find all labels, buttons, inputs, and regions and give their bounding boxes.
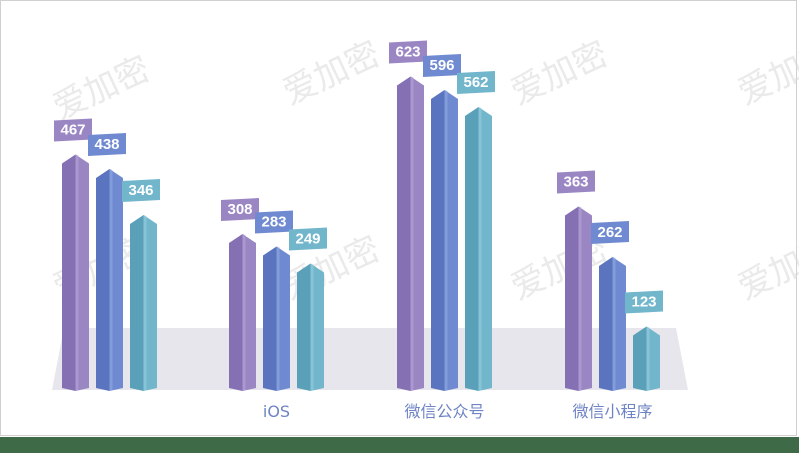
value-label-text: 308: [227, 201, 252, 218]
value-label-text: 562: [463, 74, 488, 91]
bar-highlight: [276, 246, 280, 391]
bar-highlight: [646, 326, 650, 391]
value-label-box: [289, 227, 327, 251]
bar-right-face: [578, 206, 592, 391]
category-label: iOS: [263, 402, 290, 421]
value-label-box: [221, 198, 259, 221]
category-labels-layer: iOS 微信公众号 微信小程序: [263, 402, 653, 421]
bar-right-face: [646, 326, 660, 391]
bar-right-face: [612, 257, 626, 391]
bar-right-face: [109, 169, 123, 391]
value-label-text: 262: [597, 224, 622, 241]
bar-left-face: [229, 234, 243, 391]
bar-right-face: [75, 154, 89, 391]
value-label-text: 467: [60, 122, 85, 139]
value-label: 623: [389, 40, 427, 64]
value-label: 346: [122, 179, 160, 202]
value-label: 596: [423, 54, 461, 77]
value-label: 283: [255, 210, 293, 234]
bar-highlight: [612, 257, 616, 391]
bar-left-face: [633, 326, 647, 391]
bar: [263, 246, 290, 391]
value-label-box: [625, 290, 663, 314]
bar-highlight: [75, 154, 79, 391]
value-label: 262: [591, 221, 629, 244]
bar-left-face: [263, 246, 277, 391]
bar-right-face: [410, 76, 424, 391]
floor-plane: [52, 328, 688, 390]
value-label: 467: [54, 118, 92, 142]
bar: [565, 206, 592, 391]
bar: [62, 154, 89, 391]
bar-highlight: [444, 90, 448, 391]
value-label-text: 363: [563, 174, 588, 191]
bar-right-face: [276, 246, 290, 391]
bar-highlight: [143, 215, 147, 391]
bar-left-face: [297, 263, 311, 391]
bar-left-face: [397, 76, 411, 391]
bar-right-face: [310, 263, 324, 391]
bar-left-face: [130, 215, 144, 391]
category-label: 微信公众号: [404, 402, 484, 421]
bar-right-face: [444, 90, 458, 391]
bar: [465, 107, 492, 391]
bar-left-face: [431, 90, 445, 391]
bar: [599, 257, 626, 391]
value-label-box: [122, 179, 160, 202]
value-label-text: 438: [94, 136, 119, 153]
bar-highlight: [578, 206, 582, 391]
value-label-box: [389, 40, 427, 64]
bar-right-face: [143, 215, 157, 391]
value-label: 308: [221, 198, 259, 221]
bars-layer: [62, 76, 660, 391]
watermark-text: 爱加密: [505, 34, 614, 113]
value-label: 562: [457, 71, 495, 94]
bar-left-face: [96, 169, 110, 391]
bar-left-face: [465, 107, 479, 391]
bottom-strip: [0, 437, 799, 453]
bar-chart: 爱加密爱加密爱加密爱加密爱加密爱加密爱加密爱加密 467438346308283…: [47, 34, 799, 421]
bar-left-face: [599, 257, 613, 391]
value-label-box: [88, 133, 126, 156]
value-label-text: 283: [261, 214, 286, 231]
value-label-text: 596: [429, 57, 454, 74]
watermark-text: 爱加密: [732, 34, 799, 113]
bar: [96, 169, 123, 391]
value-labels-layer: 467 438 346 308 283 249 623 596 562 363 262 123: [54, 40, 663, 314]
bar-highlight: [478, 107, 482, 391]
bar: [633, 326, 660, 391]
bar-right-face: [242, 234, 256, 391]
bar-highlight: [109, 169, 113, 391]
value-label-text: 346: [128, 182, 153, 199]
bar-highlight: [310, 263, 314, 391]
bar-highlight: [242, 234, 246, 391]
value-label-box: [54, 118, 92, 142]
watermark-text: 爱加密: [277, 34, 386, 113]
bar: [397, 76, 424, 391]
value-label: 438: [88, 133, 126, 156]
chart-floor: [52, 328, 688, 390]
value-label-box: [457, 71, 495, 94]
value-label-box: [255, 210, 293, 234]
value-label-box: [557, 170, 595, 194]
category-label: 微信小程序: [572, 402, 652, 421]
value-label: 249: [289, 227, 327, 251]
value-label-text: 123: [631, 294, 656, 311]
bar: [431, 90, 458, 391]
value-label-text: 623: [395, 44, 420, 61]
value-label-box: [591, 221, 629, 244]
bar: [130, 215, 157, 391]
watermark-text: 爱加密: [47, 49, 156, 128]
bar-left-face: [565, 206, 579, 391]
bar-highlight: [410, 76, 414, 391]
bar-left-face: [62, 154, 76, 391]
bar-right-face: [478, 107, 492, 391]
value-label: 123: [625, 290, 663, 314]
value-label-text: 249: [295, 231, 320, 248]
bar: [297, 263, 324, 391]
watermark-text: 爱加密: [732, 229, 799, 308]
value-label-box: [423, 54, 461, 77]
bar: [229, 234, 256, 391]
value-label: 363: [557, 170, 595, 194]
